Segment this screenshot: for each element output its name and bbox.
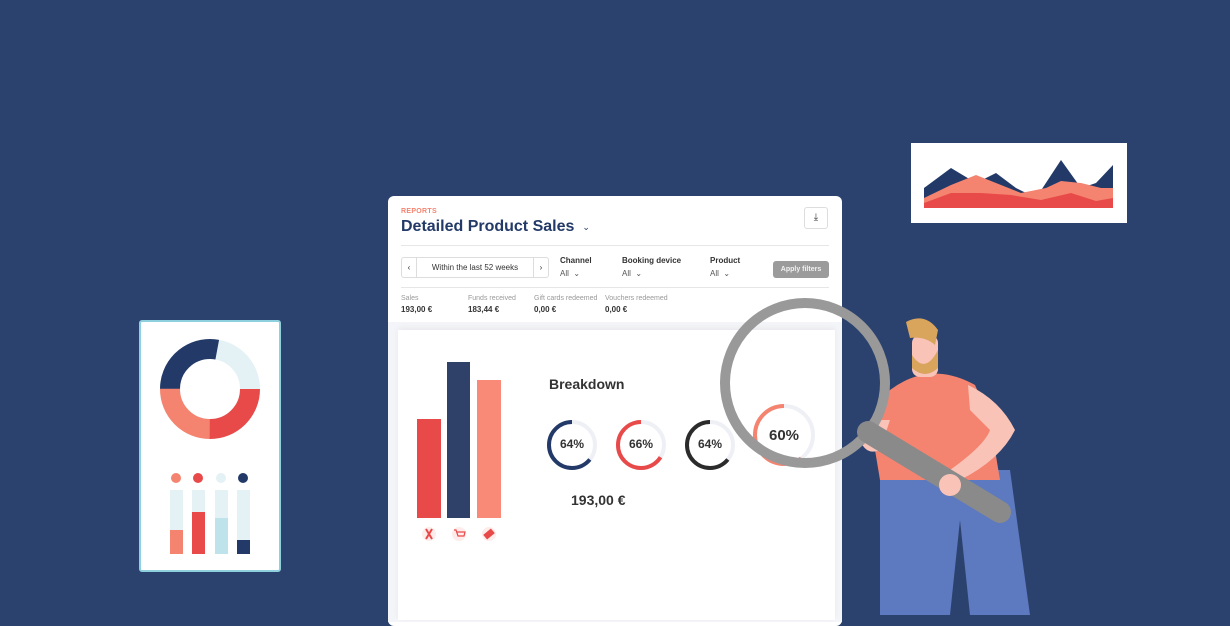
download-icon: ⤓ [813,212,819,223]
channel-label: Channel [560,256,592,265]
chevron-left-icon[interactable]: ‹ [402,258,417,277]
summary-label: Funds received [468,295,516,302]
chevron-down-icon[interactable]: ⌄ [582,221,590,232]
booking-device-value[interactable]: All [622,269,631,278]
breakdown-total: 193,00 € [571,492,626,508]
page-title[interactable]: Detailed Product Sales [401,218,575,235]
magnifier-icon [720,298,1011,523]
summary-label: Sales [401,295,419,302]
ring-percent-label: 60% [768,427,800,444]
summary-gift-cards: Gift cards redeemed 0,00 € [534,295,597,314]
ring-percent-label: 66% [628,437,654,451]
summary-value: 193,00 € [401,305,433,314]
product-filter[interactable]: Product All ⌄ [710,256,740,278]
summary-value: 0,00 € [534,305,557,314]
progress-ring [616,420,666,470]
chevron-right-icon[interactable]: › [533,258,548,277]
ring-percent-label: 64% [559,437,585,451]
product-label: Product [710,256,741,265]
summary-vouchers: Vouchers redeemed 0,00 € [605,295,668,314]
summary-label: Vouchers redeemed [605,295,668,302]
breakdown-title: Breakdown [549,376,625,392]
booking-device-label: Booking device [622,256,682,265]
stats-illustration-card [139,320,281,572]
summary-value: 183,44 € [468,305,500,314]
apply-filters-button[interactable]: Apply filters [773,261,829,278]
channel-value[interactable]: All [560,269,569,278]
bar-navy [447,362,470,518]
divider [401,245,829,246]
section-label: REPORTS [401,208,437,215]
area-chart-graphic [924,160,1113,208]
ring-percent-label: 64% [697,437,723,451]
summary-value: 0,00 € [605,305,628,314]
summary-label: Gift cards redeemed [534,295,598,302]
product-value[interactable]: All [710,269,719,278]
chevron-down-icon[interactable]: ⌄ [721,269,731,278]
summary-sales: Sales 193,00 € [401,295,432,314]
date-range-picker[interactable]: ‹ Within the last 52 weeks › [401,257,549,278]
summary-funds-received: Funds received 183,44 € [468,295,516,314]
donut-red [160,339,260,439]
bar-red [417,419,441,518]
download-button[interactable]: ⤓ [804,207,828,229]
channel-filter[interactable]: Channel All ⌄ [560,256,592,278]
cart-icon [452,527,466,541]
date-range-label[interactable]: Within the last 52 weeks [431,263,519,272]
booking-device-filter[interactable]: Booking device All ⌄ [622,256,681,278]
area-red [924,193,1113,208]
area-chart-illustration [911,143,1127,223]
divider [401,287,829,288]
progress-ring [547,420,597,470]
title-row: Detailed Product Sales ⌄ [401,218,590,236]
ticket-icon [482,527,496,541]
chevron-down-icon[interactable]: ⌄ [571,269,581,278]
bar-salmon [477,380,501,518]
progress-ring [685,420,735,470]
chevron-down-icon[interactable]: ⌄ [633,269,643,278]
breakdown-panel [398,330,835,620]
stats-illustration-graphic [160,339,260,554]
person-icon [422,527,436,541]
